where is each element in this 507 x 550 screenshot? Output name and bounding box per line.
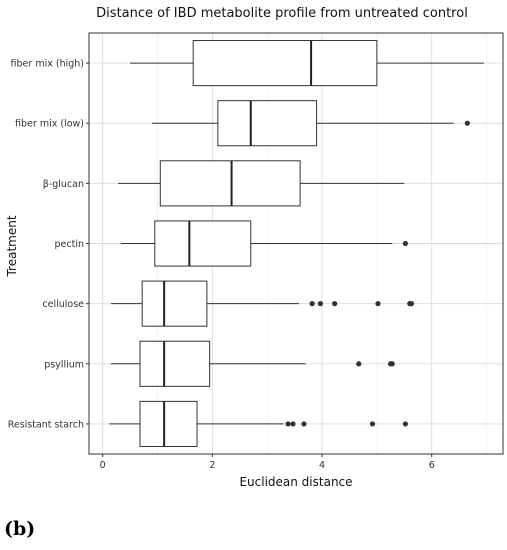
x-tick-label: 2 xyxy=(209,460,215,471)
outlier-point xyxy=(285,421,291,427)
x-tick-label: 4 xyxy=(319,460,325,471)
outlier-point xyxy=(402,240,408,247)
outlier-point xyxy=(301,421,307,427)
y-tick-label: fiber mix (high) xyxy=(11,59,84,70)
box xyxy=(154,220,252,267)
y-tick-label: β-glucan xyxy=(43,179,84,190)
box xyxy=(217,100,318,147)
outlier-point xyxy=(464,120,470,126)
x-tick-label: 6 xyxy=(429,460,435,471)
y-tick-label: pectin xyxy=(55,239,84,250)
outlier-point xyxy=(402,421,408,427)
box xyxy=(139,340,211,387)
box xyxy=(159,160,301,207)
outlier-point xyxy=(317,301,324,307)
plot-marks xyxy=(109,40,484,447)
box xyxy=(139,400,198,447)
y-axis-ticks: fiber mix (high) fiber mix (low) β-glucan p… xyxy=(8,59,89,430)
outlier-point xyxy=(332,301,338,307)
outlier-point xyxy=(309,301,315,307)
y-tick-label: psyllium xyxy=(44,359,84,370)
box xyxy=(192,40,378,87)
y-axis-title: Treatment xyxy=(5,215,19,277)
outlier-point xyxy=(356,361,362,367)
chart-title: Distance of IBD metabolite profile from … xyxy=(96,6,468,21)
box xyxy=(141,280,208,327)
outlier-point xyxy=(408,301,415,307)
panel-label: (b) xyxy=(4,518,36,540)
x-tick-label: 0 xyxy=(100,460,106,471)
y-tick-label: Resistant starch xyxy=(8,419,84,430)
x-axis-title: Euclidean distance xyxy=(239,475,352,489)
outlier-point xyxy=(369,421,376,427)
x-axis-ticks: 0 2 4 6 xyxy=(100,454,435,471)
y-tick-label: cellulose xyxy=(42,299,84,310)
y-tick-label: fiber mix (low) xyxy=(15,119,84,130)
outlier-point xyxy=(290,421,296,427)
outlier-point xyxy=(389,361,395,367)
outlier-point xyxy=(375,301,381,307)
